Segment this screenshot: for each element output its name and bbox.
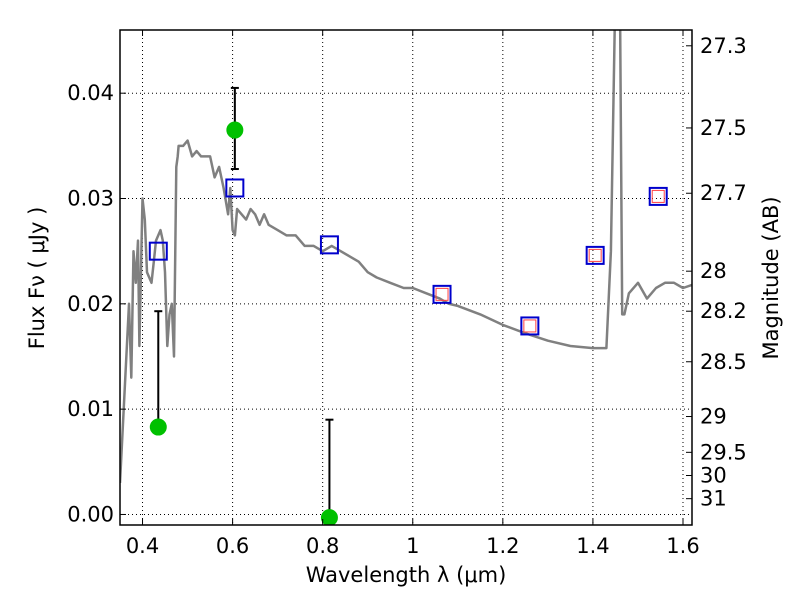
y-tick-label: 0.03 <box>67 187 114 211</box>
y-tick-label: 0.00 <box>67 502 114 526</box>
measured-flux-point <box>320 509 338 525</box>
y2-tick-label: 27.7 <box>700 181 747 205</box>
grid-layer <box>120 30 692 525</box>
model-band-marker <box>148 241 168 261</box>
model-band-inner-marker <box>435 287 449 301</box>
x-tick-label: 0.6 <box>216 534 249 558</box>
y2-tick-label: 29 <box>700 405 727 429</box>
y2-tick-label: 29.5 <box>700 440 747 464</box>
y2-tick-label: 28 <box>700 259 727 283</box>
model-band-marker <box>648 186 668 206</box>
y2-tick-label: 31 <box>700 487 727 511</box>
x-tick-label: 1 <box>406 534 419 558</box>
x-tick-label: 0.8 <box>306 534 339 558</box>
y-axis-label: Flux Fν ( μJy ) <box>25 207 49 350</box>
model-band-inner-marker <box>523 319 537 333</box>
measured-flux-point <box>226 121 244 139</box>
model-band-inner-marker <box>651 189 665 203</box>
x-tick-label: 1.4 <box>576 534 609 558</box>
x-tick-label: 1.6 <box>666 534 699 558</box>
model-band-marker <box>432 284 452 304</box>
x-tick-label: 1.2 <box>486 534 519 558</box>
y2-tick-label: 27.5 <box>700 116 747 140</box>
y2-tick-label: 28.5 <box>700 350 747 374</box>
y2-tick-label: 27.3 <box>700 34 747 58</box>
tick-layer: 0.4 0.6 0.8 1 1.2 1.4 1.6 0.00 0.01 0.02 0.03 0.04 2… <box>67 30 747 558</box>
model-band-marker <box>585 245 605 265</box>
y2-tick-label: 28.2 <box>700 299 747 323</box>
x-tick-label: 0.4 <box>126 534 159 558</box>
model-band-marker <box>225 178 245 198</box>
y-tick-label: 0.04 <box>67 81 114 105</box>
model-band-inner-marker <box>588 248 602 262</box>
y2-tick-label: 30 <box>700 464 727 488</box>
y-tick-label: 0.01 <box>67 397 114 421</box>
model-band-marker <box>319 235 339 255</box>
series-layer <box>120 30 692 525</box>
plot-border <box>119 29 693 526</box>
y2-axis-label: Magnitude (AB) <box>759 196 783 359</box>
model-sed-line <box>120 30 692 483</box>
measured-flux-point <box>149 418 167 436</box>
y-tick-label: 0.02 <box>67 292 114 316</box>
model-band-marker <box>520 316 540 336</box>
plot-frame <box>119 29 693 526</box>
x-axis-label: Wavelength λ (μm) <box>306 563 507 587</box>
